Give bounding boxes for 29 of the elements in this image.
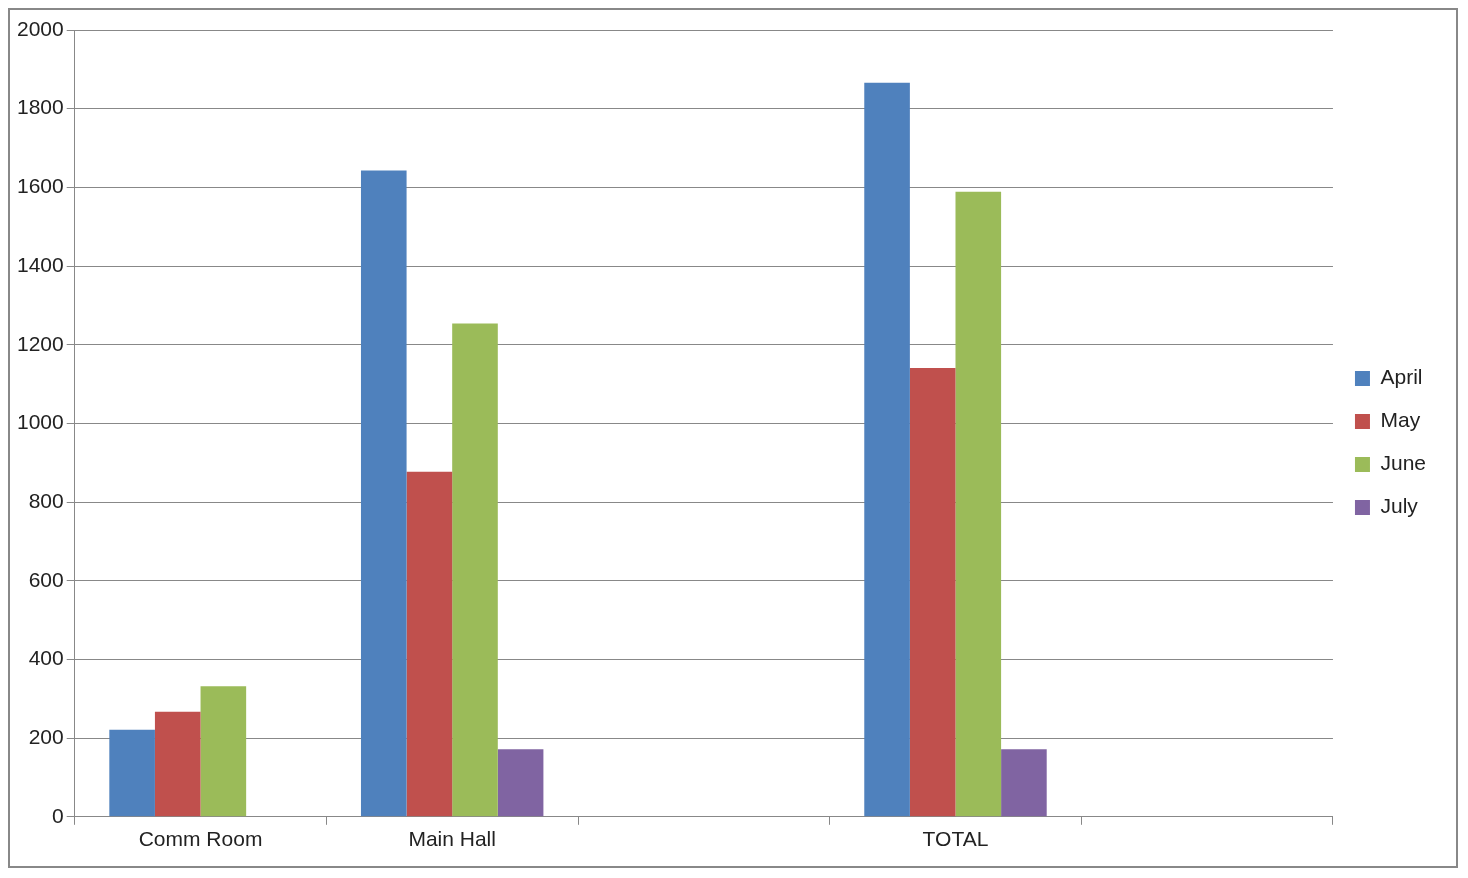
legend-label: July <box>1380 494 1419 518</box>
y-tick-label: 1200 <box>17 331 64 355</box>
legend-label: April <box>1380 365 1423 389</box>
x-tick-label: Comm Room <box>138 827 263 851</box>
y-tick-label: 1400 <box>17 252 64 276</box>
bar <box>909 367 956 817</box>
y-tick-label: 400 <box>28 646 64 670</box>
bar <box>1001 749 1047 817</box>
y-tick-label: 1800 <box>17 95 64 119</box>
x-tick-label: Main Hall <box>408 827 496 851</box>
bar <box>154 711 201 817</box>
bar <box>955 191 1002 817</box>
bar <box>200 686 247 817</box>
x-tick-label: TOTAL <box>922 827 989 851</box>
bar <box>360 170 407 817</box>
y-tick-label: 800 <box>28 488 64 512</box>
bar <box>864 82 910 817</box>
legend-label: May <box>1380 408 1421 432</box>
y-tick-label: 2000 <box>17 16 64 40</box>
y-tick-label: 0 <box>52 803 64 827</box>
bar <box>406 471 453 817</box>
y-tick-label: 200 <box>28 724 64 748</box>
bar <box>497 749 544 817</box>
legend-label: June <box>1380 451 1427 475</box>
y-tick-label: 600 <box>28 567 64 591</box>
y-tick-label: 1000 <box>17 410 64 434</box>
y-tick-label: 1600 <box>17 174 64 198</box>
bar <box>452 323 498 817</box>
bar <box>109 729 155 817</box>
